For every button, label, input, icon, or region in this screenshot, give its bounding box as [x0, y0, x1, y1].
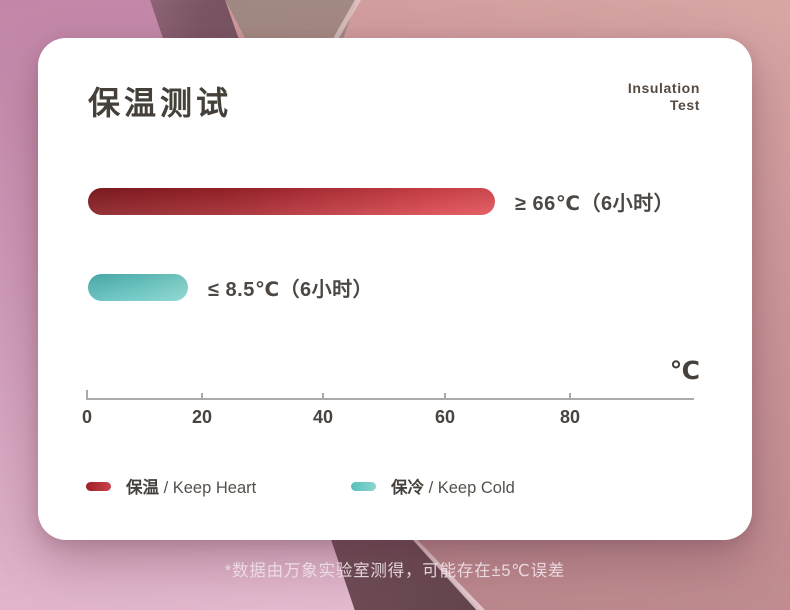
keep-heat-legend-label-en: / Keep Heart	[159, 479, 257, 497]
keep-heat-legend-label: 保温 / Keep Heart	[126, 474, 256, 498]
axis-tick-40	[322, 393, 324, 398]
axis-tick-label: 80	[559, 407, 581, 427]
temperature-axis: 0 20 40 60 80	[82, 390, 694, 436]
axis-unit-label: ℃	[669, 357, 700, 385]
axis-tick-label: 40	[312, 407, 334, 427]
axis-tick-label: 0	[81, 407, 92, 427]
card-title-en: Insulation Test	[628, 80, 700, 114]
keep-cold-bar-label: ≤ 8.5℃（6小时）	[208, 279, 374, 301]
axis-line	[86, 398, 694, 400]
insulation-test-card: 保温测试 Insulation Test ≥ 66℃（6小时） ≤ 8.5℃（6…	[38, 38, 752, 540]
axis-tick-0	[86, 390, 88, 398]
chart-legend: 保温 / Keep Heart 保冷 / Keep Cold	[86, 474, 646, 497]
axis-tick-80	[569, 393, 571, 398]
keep-heat-bar	[88, 188, 495, 215]
legend-item-keep-cold: 保冷 / Keep Cold	[351, 474, 515, 498]
axis-tick-label: 60	[434, 407, 456, 427]
keep-cold-legend-label-en: / Keep Cold	[424, 479, 515, 497]
keep-cold-legend-label-cn: 保冷	[391, 479, 424, 497]
keep-heat-legend-label-cn: 保温	[126, 479, 159, 497]
keep-heat-bar-row: ≥ 66℃（6小时）	[88, 188, 674, 215]
keep-heat-legend-swatch	[86, 481, 111, 491]
legend-item-keep-heat: 保温 / Keep Heart	[86, 474, 256, 498]
card-title-en-line1: Insulation	[627, 80, 700, 96]
keep-cold-bar-row: ≤ 8.5℃（6小时）	[88, 274, 373, 301]
axis-tick-20	[201, 393, 203, 398]
data-disclaimer-footnote: *数据由万象实验室测得，可能存在±5℃误差	[224, 562, 566, 580]
keep-cold-legend-swatch	[351, 481, 376, 491]
keep-cold-bar	[88, 274, 188, 301]
keep-cold-legend-label: 保冷 / Keep Cold	[391, 474, 515, 498]
axis-tick-60	[444, 393, 446, 398]
axis-tick-label: 20	[191, 407, 213, 427]
card-title-en-line2: Test	[669, 96, 700, 113]
keep-heat-bar-label: ≥ 66℃（6小时）	[515, 193, 675, 215]
card-title-cn: 保温测试	[88, 85, 233, 121]
